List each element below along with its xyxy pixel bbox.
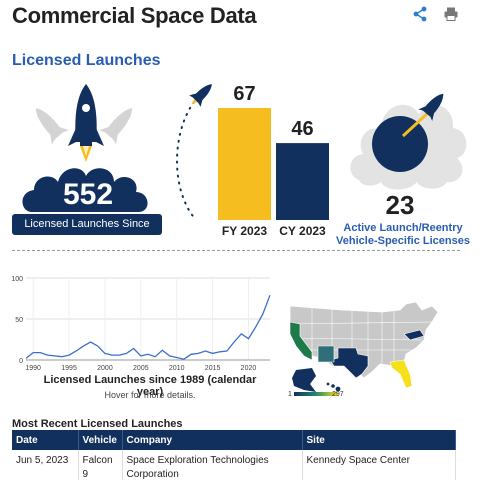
column-header-site[interactable]: Site xyxy=(302,430,456,450)
map-state-florida xyxy=(389,359,413,389)
y-tick-label: 0 xyxy=(19,358,23,365)
section-title: Licensed Launches xyxy=(12,52,161,69)
map-legend-max: 297 xyxy=(332,391,344,398)
active-licenses-value: 23 xyxy=(385,190,415,220)
fy-cy-bar-chart: 67 FY 2023 46 CY 2023 xyxy=(218,83,329,238)
cell-vehicle: Falcon 9 xyxy=(78,450,123,480)
us-launch-sites-map[interactable] xyxy=(282,296,450,400)
x-tick-label: 1995 xyxy=(61,365,77,372)
licensed-total-label: Licensed Launches Since 1989 xyxy=(12,214,162,251)
table-header-row: Date Vehicle Company Site xyxy=(12,430,456,450)
bar-value-label: 46 xyxy=(291,118,313,140)
bar-value-label: 67 xyxy=(233,83,255,105)
launch-illustration xyxy=(22,84,148,212)
series-line xyxy=(25,294,271,360)
cell-site: Kennedy Space Center xyxy=(302,450,456,480)
bar-cy-2023 xyxy=(276,143,329,220)
table-row: Jun 5, 2023 Falcon 9 Space Exploration T… xyxy=(12,450,456,480)
recent-launches-table: Date Vehicle Company Site Jun 5, 2023 Fa… xyxy=(12,430,456,480)
x-tick-label: 2005 xyxy=(133,365,149,372)
column-header-vehicle[interactable]: Vehicle xyxy=(78,430,123,450)
map-state-alaska xyxy=(292,368,316,392)
page-title: Commercial Space Data xyxy=(12,3,257,28)
active-licenses-label: Active Launch/Reentry Vehicle-Specific L… xyxy=(336,222,470,247)
planet-circle xyxy=(372,116,428,172)
line-chart-title: Licensed Launches since 1989 (calendar y… xyxy=(43,374,257,398)
share-icon[interactable] xyxy=(412,6,428,22)
section-divider xyxy=(12,250,460,251)
hover-note: Hover for more details. xyxy=(104,390,196,400)
grey-rocket-right-icon xyxy=(99,108,133,145)
smoke-cloud xyxy=(22,168,148,212)
x-tick-label: 2010 xyxy=(169,365,185,372)
x-tick-label: 2000 xyxy=(97,365,113,372)
map-legend-min: 1 xyxy=(288,391,292,398)
x-tick-label: 2015 xyxy=(205,365,221,372)
licensed-launches-line-chart[interactable]: 0 50 100 1990 1995 2000 2005 2010 2015 2020 xyxy=(8,270,274,374)
map-legend-bar xyxy=(294,392,338,396)
main-rocket-icon xyxy=(68,84,104,162)
printer-icon[interactable] xyxy=(443,6,459,22)
recent-launches-title: Most Recent Licensed Launches xyxy=(12,418,183,430)
map-state-california xyxy=(289,321,313,361)
trajectory-arc xyxy=(176,84,212,221)
bar-category-label: FY 2023 xyxy=(222,224,267,238)
map-state-new-mexico xyxy=(317,345,335,363)
x-tick-label: 2020 xyxy=(241,365,257,372)
licensed-total-value: 552 xyxy=(62,178,114,211)
y-tick-label: 50 xyxy=(15,317,23,324)
bar-category-label: CY 2023 xyxy=(279,224,326,238)
orbit-rocket-icon xyxy=(418,93,444,121)
map-state-virginia xyxy=(403,329,425,341)
cell-company: Space Exploration Technologies Corporati… xyxy=(122,450,303,480)
column-header-company[interactable]: Company xyxy=(122,430,303,450)
cell-date: Jun 5, 2023 xyxy=(12,450,79,480)
y-tick-label: 100 xyxy=(11,276,23,283)
column-header-date[interactable]: Date xyxy=(12,430,79,450)
map-state-hawaii xyxy=(326,382,341,392)
bar-fy-2023 xyxy=(218,108,271,220)
active-licenses-illustration xyxy=(350,93,467,190)
grey-rocket-left-icon xyxy=(35,108,69,145)
small-rocket-icon xyxy=(189,84,212,107)
x-tick-label: 1990 xyxy=(25,365,41,372)
